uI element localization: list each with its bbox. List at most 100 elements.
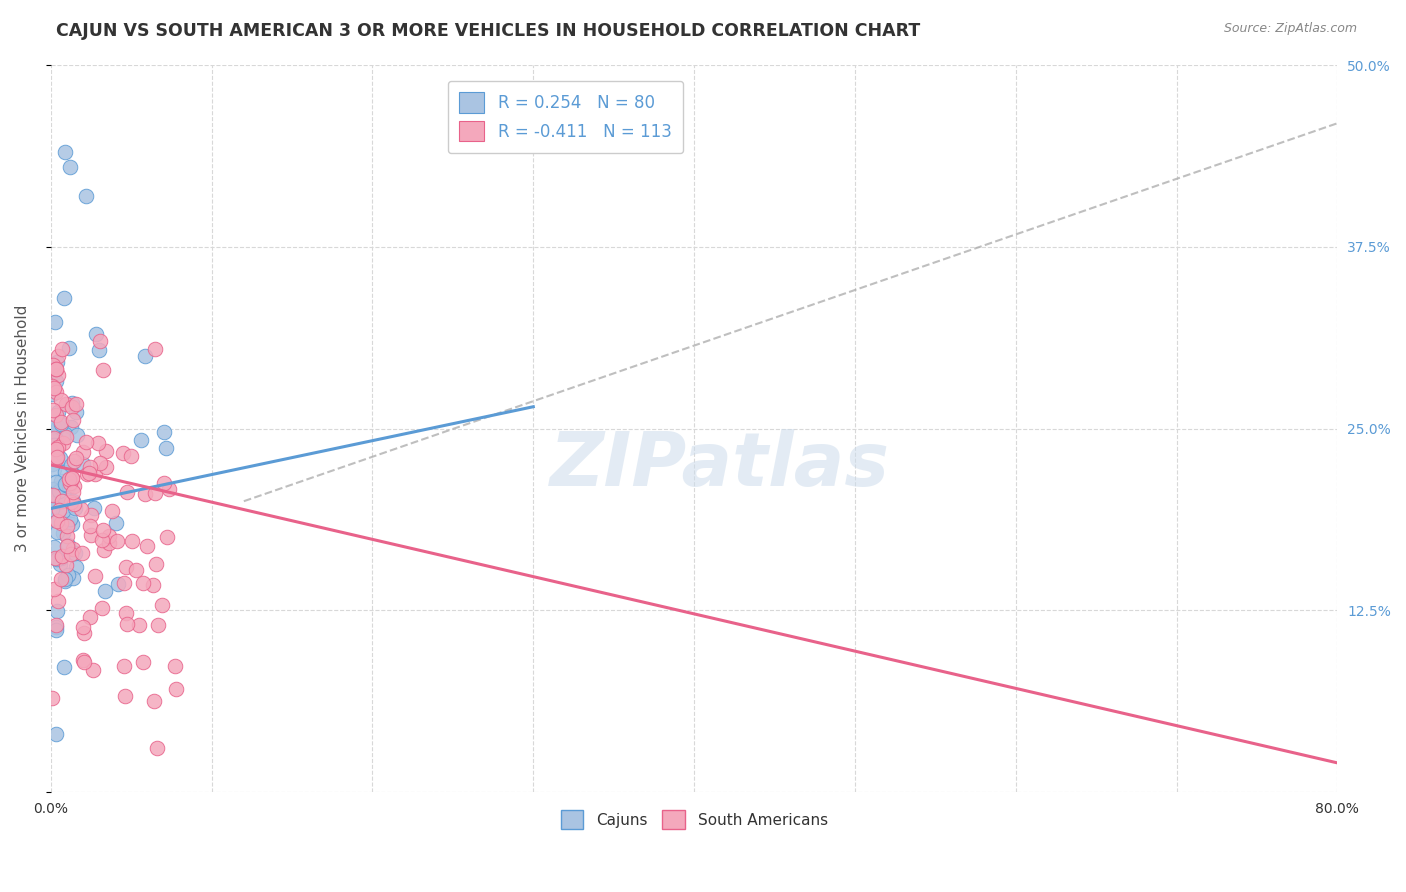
Point	[59, 495, 82, 509]
Point	[80, 508, 103, 522]
Point	[44, 475, 66, 490]
Point	[46, 594, 69, 608]
Point	[51, 342, 73, 356]
Point	[51, 551, 73, 566]
Point	[105, 516, 128, 530]
Point	[94, 583, 117, 598]
Point	[83, 501, 105, 516]
Point	[41, 487, 63, 501]
Point	[44, 315, 66, 329]
Point	[129, 433, 152, 447]
Point	[42, 403, 65, 417]
Point	[91, 533, 114, 548]
Point	[80, 527, 103, 541]
Point	[143, 486, 166, 500]
Point	[53, 466, 76, 480]
Point	[101, 504, 124, 518]
Point	[41, 432, 63, 446]
Point	[65, 405, 87, 419]
Point	[41, 441, 63, 455]
Point	[87, 436, 110, 450]
Point	[53, 145, 76, 160]
Point	[58, 479, 80, 493]
Point	[45, 619, 67, 633]
Point	[79, 519, 101, 533]
Point	[46, 405, 69, 419]
Point	[41, 434, 63, 448]
Point	[55, 558, 77, 572]
Point	[73, 656, 96, 670]
Point	[51, 572, 73, 586]
Point	[112, 659, 135, 673]
Point	[56, 538, 79, 552]
Point	[142, 578, 165, 592]
Point	[45, 727, 67, 741]
Point	[70, 502, 93, 516]
Point	[55, 539, 77, 553]
Point	[82, 663, 104, 677]
Point	[55, 430, 77, 444]
Point	[53, 426, 76, 441]
Text: ZIPatlas: ZIPatlas	[550, 428, 890, 501]
Point	[53, 572, 76, 586]
Point	[56, 516, 79, 530]
Point	[125, 563, 148, 577]
Point	[72, 653, 94, 667]
Point	[45, 623, 67, 637]
Point	[45, 432, 67, 446]
Point	[48, 483, 70, 498]
Point	[156, 530, 179, 544]
Point	[56, 529, 79, 543]
Point	[91, 523, 114, 537]
Point	[45, 385, 67, 400]
Point	[98, 536, 121, 550]
Point	[41, 378, 63, 392]
Point	[94, 459, 117, 474]
Point	[46, 495, 69, 509]
Text: CAJUN VS SOUTH AMERICAN 3 OR MORE VEHICLES IN HOUSEHOLD CORRELATION CHART: CAJUN VS SOUTH AMERICAN 3 OR MORE VEHICL…	[56, 22, 921, 40]
Point	[41, 501, 63, 516]
Point	[65, 397, 87, 411]
Point	[58, 472, 80, 486]
Point	[46, 349, 69, 363]
Point	[59, 160, 82, 174]
Point	[72, 445, 94, 459]
Point	[59, 458, 82, 473]
Point	[62, 571, 84, 585]
Point	[45, 362, 67, 376]
Point	[58, 479, 80, 493]
Point	[46, 355, 69, 369]
Point	[115, 484, 138, 499]
Point	[89, 334, 111, 348]
Point	[134, 487, 156, 501]
Point	[62, 542, 84, 557]
Point	[42, 462, 65, 476]
Point	[49, 516, 72, 531]
Point	[51, 494, 73, 508]
Point	[42, 540, 65, 554]
Point	[128, 617, 150, 632]
Point	[45, 604, 67, 618]
Point	[62, 494, 84, 508]
Point	[45, 374, 67, 388]
Point	[76, 467, 98, 481]
Point	[165, 681, 187, 696]
Point	[91, 601, 114, 615]
Point	[79, 610, 101, 624]
Point	[150, 598, 173, 612]
Point	[105, 533, 128, 548]
Point	[49, 558, 72, 572]
Point	[97, 529, 120, 543]
Point	[52, 504, 75, 518]
Point	[53, 660, 76, 674]
Point	[45, 442, 67, 457]
Point	[52, 525, 75, 540]
Point	[46, 552, 69, 566]
Point	[59, 420, 82, 434]
Point	[114, 606, 136, 620]
Point	[45, 617, 67, 632]
Point	[153, 425, 176, 439]
Point	[145, 558, 167, 572]
Point	[42, 381, 65, 395]
Point	[42, 420, 65, 434]
